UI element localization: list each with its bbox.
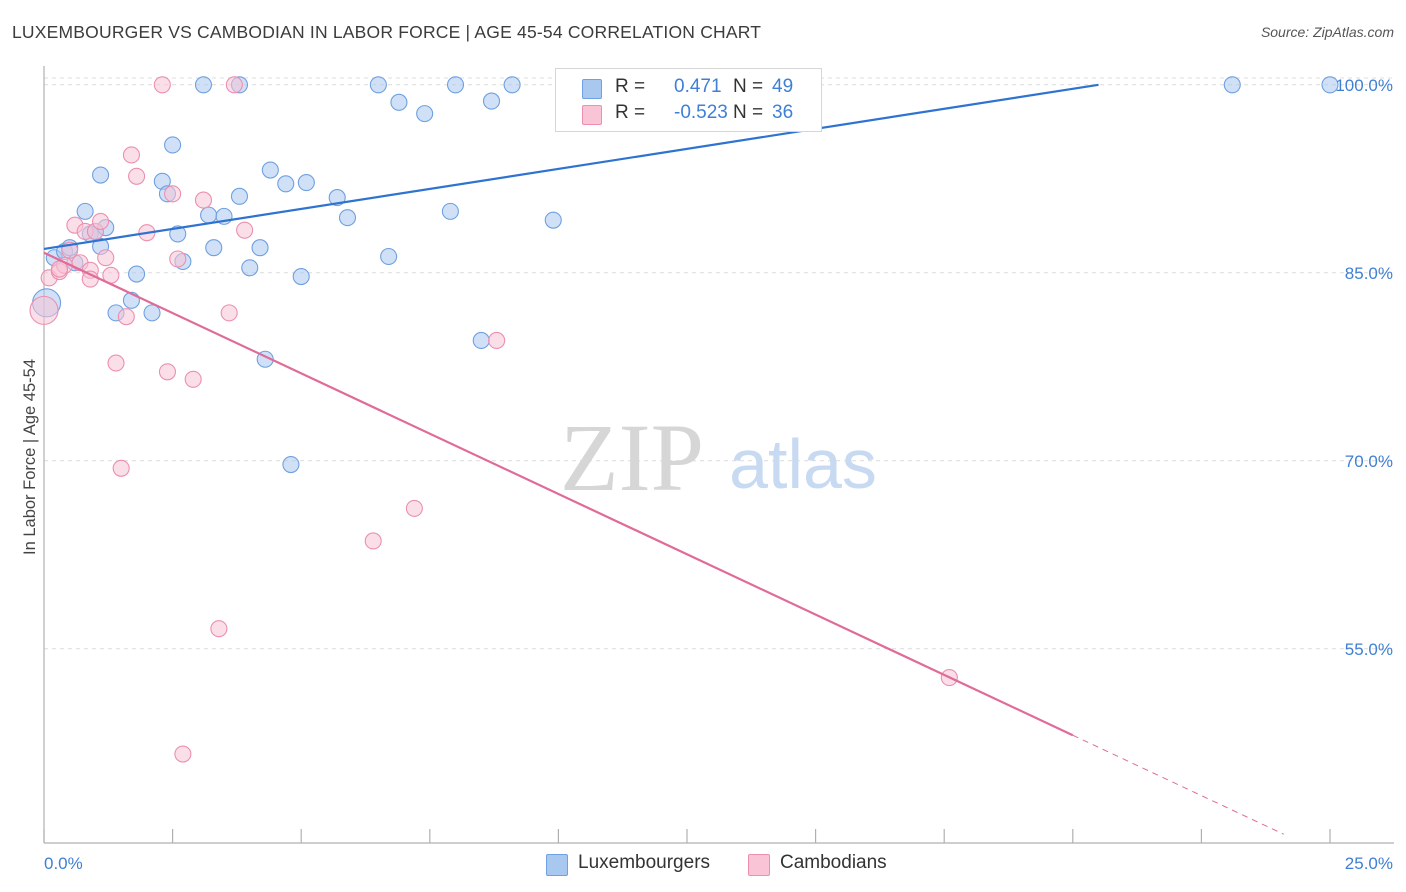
point-cambodians xyxy=(184,370,202,388)
y-tick-label: 100.0% xyxy=(1335,76,1393,95)
point-luxembourgers xyxy=(544,211,562,229)
point-cambodians xyxy=(92,212,110,230)
point-cambodians xyxy=(194,191,213,209)
point-luxembourgers xyxy=(472,331,490,350)
legend-r-label: R = xyxy=(615,76,646,97)
axes xyxy=(43,66,1394,844)
trend-line-luxembourgers xyxy=(43,83,1099,251)
grid-lines xyxy=(44,77,1394,650)
point-luxembourgers xyxy=(338,209,357,227)
legend-n-label: N = xyxy=(733,76,764,97)
point-cambodians xyxy=(117,308,135,326)
point-luxembourgers xyxy=(143,304,161,322)
point-cambodians xyxy=(225,76,243,94)
point-luxembourgers xyxy=(76,202,94,220)
point-cambodians xyxy=(174,745,192,763)
point-luxembourgers xyxy=(292,267,310,286)
point-luxembourgers xyxy=(251,239,269,257)
point-cambodians xyxy=(364,532,382,550)
point-luxembourgers xyxy=(230,187,249,205)
y-tick-label: 70.0% xyxy=(1345,452,1393,471)
point-luxembourgers xyxy=(390,93,408,111)
point-luxembourgers xyxy=(205,239,223,257)
correlation-legend: R = 0.471 N = 49 R = -0.523 N = 36 xyxy=(555,68,822,132)
x-tick-label: 25.0% xyxy=(1345,854,1393,873)
point-luxembourgers xyxy=(297,174,315,192)
bottom-legend-label: Luxembourgers xyxy=(578,852,711,873)
legend-swatch-cambodians xyxy=(582,105,602,125)
point-luxembourgers xyxy=(241,259,259,277)
point-cambodians xyxy=(220,304,238,322)
point-cambodians xyxy=(128,167,146,185)
point-cambodians xyxy=(158,363,177,381)
point-luxembourgers xyxy=(282,455,300,474)
point-luxembourgers xyxy=(92,166,110,184)
point-cambodians xyxy=(107,354,125,372)
bottom-legend-swatch-luxembourgers xyxy=(546,854,568,876)
chart-source: Source: ZipAtlas.com xyxy=(1260,24,1394,40)
legend-n-label: N = xyxy=(733,102,764,123)
legend-r-label: R = xyxy=(615,102,646,123)
point-luxembourgers xyxy=(200,206,218,224)
y-axis-label: In Labor Force | Age 45-54 xyxy=(21,359,39,555)
watermark-zip: ZIP xyxy=(560,404,704,511)
legend-n-value: 36 xyxy=(772,102,794,123)
y-tick-label: 55.0% xyxy=(1345,640,1393,659)
point-luxembourgers xyxy=(1321,76,1339,94)
legend-n-value: 49 xyxy=(772,76,794,97)
legend-r-value: -0.523 xyxy=(674,102,728,123)
point-cambodians xyxy=(236,221,254,239)
point-luxembourgers xyxy=(169,225,187,243)
point-luxembourgers xyxy=(277,175,295,193)
legend-r-value: 0.471 xyxy=(674,76,722,97)
legend-swatch-luxembourgers xyxy=(582,79,602,99)
point-luxembourgers xyxy=(194,76,213,94)
point-cambodians xyxy=(488,331,506,350)
point-cambodians xyxy=(164,185,182,203)
trend-line-cambodians xyxy=(1072,734,1284,835)
point-cambodians xyxy=(169,250,187,268)
y-tick-labels: 100.0% 85.0% 70.0% 55.0% xyxy=(1335,76,1393,659)
bottom-legend-label: Cambodians xyxy=(780,852,887,873)
y-tick-label: 85.0% xyxy=(1345,264,1393,283)
point-luxembourgers xyxy=(503,76,521,94)
point-cambodians xyxy=(122,146,140,164)
x-tick-label: 0.0% xyxy=(44,854,83,873)
chart-title: LUXEMBOURGER VS CAMBODIAN IN LABOR FORCE… xyxy=(12,22,762,42)
watermark-atlas: atlas xyxy=(729,425,877,503)
point-luxembourgers xyxy=(1223,76,1241,94)
x-tick-labels: 0.0% 25.0% xyxy=(44,854,1393,873)
point-luxembourgers xyxy=(380,247,398,266)
point-cambodians xyxy=(112,459,130,477)
point-luxembourgers xyxy=(416,105,434,123)
bottom-legend-swatch-cambodians xyxy=(748,854,770,876)
point-cambodians xyxy=(210,620,228,638)
trend-line-cambodians xyxy=(43,251,1074,737)
point-luxembourgers xyxy=(441,202,459,220)
point-luxembourgers xyxy=(261,161,279,179)
point-cambodians xyxy=(29,295,59,325)
trend-lines xyxy=(43,83,1284,835)
point-luxembourgers xyxy=(128,265,146,283)
point-luxembourgers xyxy=(446,76,465,94)
point-cambodians xyxy=(153,76,171,94)
point-cambodians xyxy=(97,249,115,267)
point-luxembourgers xyxy=(369,76,387,94)
data-points xyxy=(29,76,1339,763)
point-luxembourgers xyxy=(482,92,501,110)
point-luxembourgers xyxy=(164,136,182,154)
point-cambodians xyxy=(405,499,423,517)
